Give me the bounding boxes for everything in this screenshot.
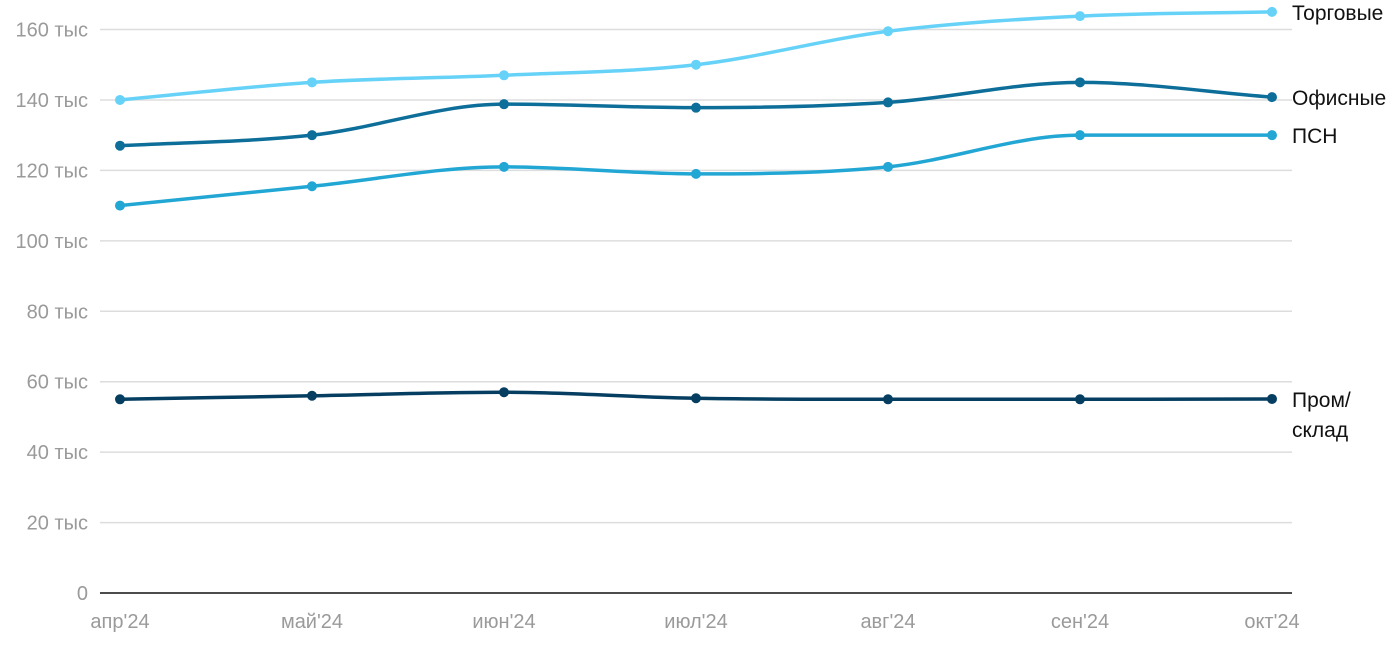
data-point-пром-склад [115,394,125,405]
data-point-торговые [1267,6,1277,17]
data-point-пром-склад [307,390,317,401]
data-point-торговые [883,26,893,37]
data-point-пром-склад [691,393,701,404]
series-lines [115,6,1277,405]
x-tick-label: апр'24 [90,611,149,633]
y-tick-label: 160 тыс [16,20,88,42]
data-point-офисные [691,102,701,113]
data-point-пром-склад [883,394,893,405]
data-point-офисные [1075,77,1085,88]
data-point-офисные [499,99,509,110]
data-point-псн [115,200,125,211]
data-point-псн [1267,130,1277,141]
y-tick-label: 100 тыс [16,231,88,253]
data-point-торговые [115,94,125,105]
data-point-офисные [115,140,125,151]
data-point-псн [499,161,509,172]
x-tick-label: июн'24 [472,611,535,633]
series-label-line: склад [1292,419,1348,442]
series-офисные [115,77,1277,151]
series-торговые [115,6,1277,105]
y-axis-ticks: 0 20 тыс 40 тыс 60 тыс 80 тыс 100 тыс 120 тыс 1… [16,20,88,606]
series-labels: Торговые Офисные ПСН Пром/склад [1292,2,1386,442]
data-point-торговые [307,77,317,88]
y-tick-label: 140 тыс [16,90,88,112]
y-tick-label: 120 тыс [16,160,88,182]
data-point-торговые [499,70,509,81]
data-point-псн [1075,130,1085,141]
x-tick-label: май'24 [281,611,343,633]
series-label-line: Пром/ [1292,389,1351,412]
x-tick-label: сен'24 [1051,611,1109,633]
data-point-торговые [691,59,701,70]
data-point-пром-склад [1075,394,1085,405]
x-tick-label: июл'24 [664,611,727,633]
y-tick-label: 60 тыс [27,372,88,394]
data-point-офисные [1267,92,1277,103]
series-line-торговые [118,10,1274,102]
data-point-псн [307,181,317,192]
x-tick-label: авг'24 [860,611,915,633]
series-псн [115,130,1277,211]
series-label-офисные: Офисные [1292,87,1386,110]
y-tick-label: 20 тыс [27,513,88,535]
y-tick-label: 0 [77,583,88,605]
data-point-пром-склад [1267,393,1277,404]
gridlines [100,28,1292,594]
data-point-торговые [1075,11,1085,22]
series-label-пром-склад: Пром/склад [1292,389,1351,442]
series-пром-склад [115,387,1277,405]
y-tick-label: 80 тыс [27,301,88,323]
series-label-псн: ПСН [1292,125,1337,148]
data-point-псн [691,168,701,179]
x-axis-ticks: апр'24 май'24 июн'24 июл'24 авг'24 сен'24 окт'… [90,611,1299,633]
series-label-line: ПСН [1292,125,1337,148]
y-tick-label: 40 тыс [27,442,88,464]
series-label-line: Офисные [1292,87,1386,110]
data-point-офисные [307,130,317,141]
x-tick-label: окт'24 [1244,611,1299,633]
series-label-line: Торговые [1292,2,1383,25]
data-point-пром-склад [499,387,509,398]
data-point-офисные [883,97,893,108]
data-point-псн [883,161,893,172]
series-label-торговые: Торговые [1292,2,1383,25]
